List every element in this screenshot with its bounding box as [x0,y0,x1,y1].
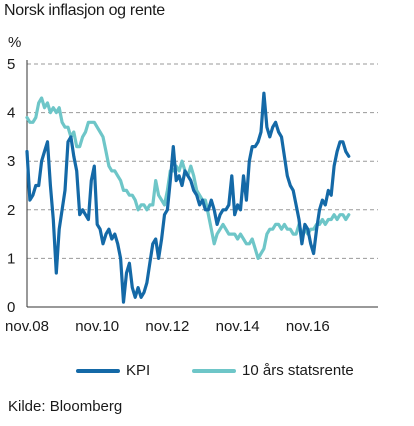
x-tick-label: nov.14 [216,318,260,335]
legend-item-statsrente: 10 års statsrente [192,362,354,379]
legend-item-kpi: KPI [76,362,150,379]
axes: 0 1 2 3 4 5 nov.08 nov.10 nov.12 nov.14 nov.16 [5,56,378,335]
legend-label-kpi: KPI [126,362,151,379]
chart-title: Norsk inflasjon og rente [4,2,165,19]
source-note: Kilde: Bloomberg [8,398,123,415]
x-tick-label: nov.08 [5,318,49,335]
y-tick-label: 2 [7,202,15,219]
y-tick-label: 5 [7,56,15,73]
y-axis-unit-label: % [8,34,21,51]
y-tick-label: 4 [7,105,15,122]
gridlines [27,63,378,259]
series-lines [25,91,351,304]
series-line-kpi [25,91,351,304]
y-tick-label: 3 [7,153,15,170]
legend-swatch-kpi [76,368,120,373]
legend-swatch-statsrente [192,368,236,373]
x-tick-label: nov.10 [75,318,119,335]
legend-label-statsrente: 10 års statsrente [242,362,354,379]
y-tick-label: 0 [7,299,15,316]
x-tick-label: nov.12 [145,318,189,335]
x-tick-label: nov.16 [286,318,330,335]
y-tick-label: 1 [7,250,15,267]
